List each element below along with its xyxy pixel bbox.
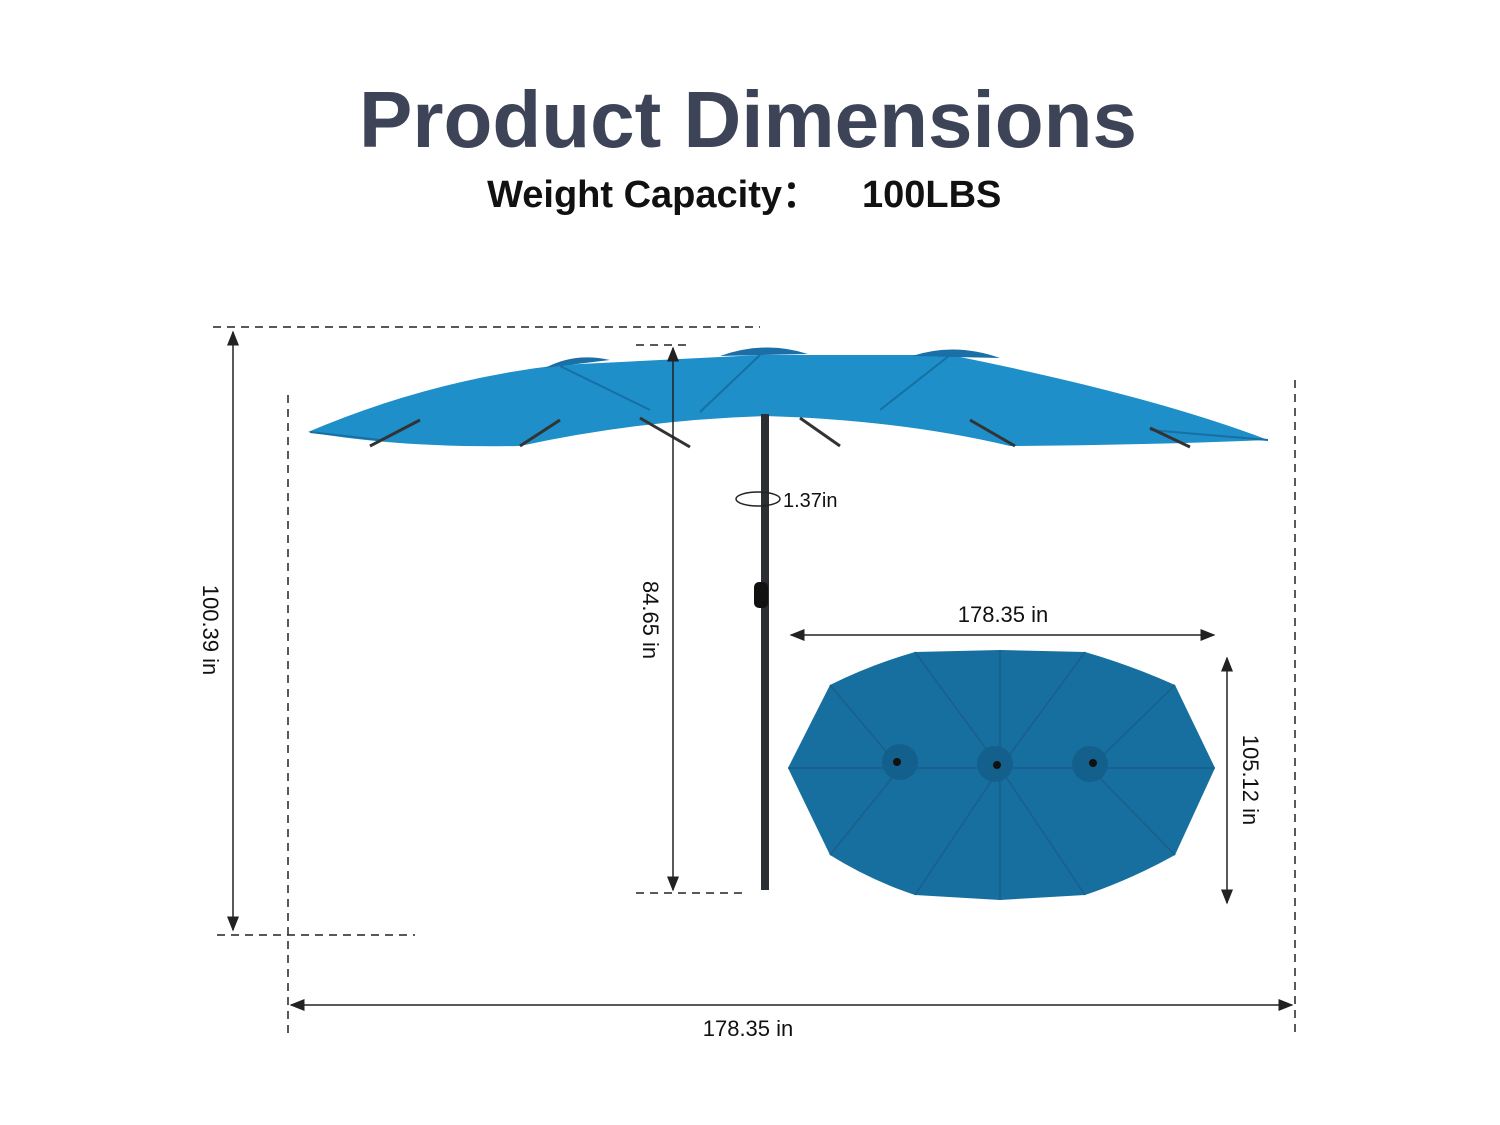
pole-height-label: 84.65 in <box>638 581 663 659</box>
top-depth-label: 105.12 in <box>1238 735 1263 826</box>
subtitle-label: Weight Capacity： <box>487 174 820 216</box>
side-umbrella <box>308 347 1269 890</box>
title: Product Dimensions <box>359 75 1137 164</box>
subtitle-value: 100LBS <box>862 174 1001 216</box>
total-height-label: 100.39 in <box>198 585 223 676</box>
pole-diameter-label: 1.37in <box>783 490 838 512</box>
total-width-label: 178.35 in <box>703 1016 794 1041</box>
top-width-label: 178.35 in <box>958 602 1049 627</box>
top-umbrella <box>788 650 1215 900</box>
